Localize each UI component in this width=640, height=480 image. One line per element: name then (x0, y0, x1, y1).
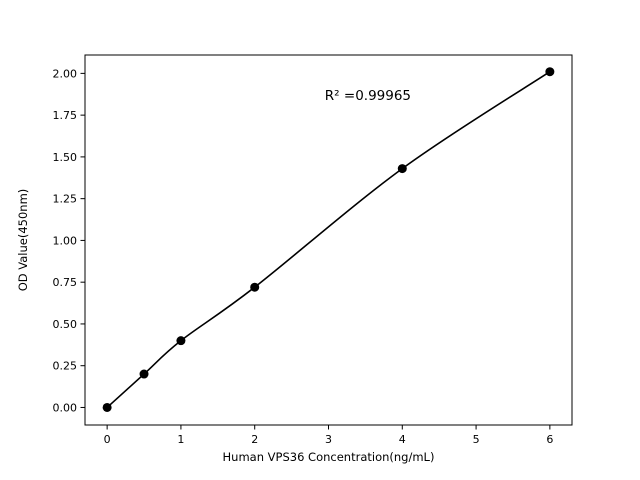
x-tick-label: 6 (546, 433, 553, 446)
x-axis-ticks: 0 1 2 3 4 5 6 (104, 425, 553, 446)
x-tick-label: 5 (473, 433, 480, 446)
y-axis-ticks: 0.00 0.25 0.50 0.75 1.00 1.25 1.50 1.75 2.00 (53, 67, 85, 414)
y-tick-label: 1.00 (53, 234, 78, 247)
x-tick-label: 1 (177, 433, 184, 446)
y-tick-label: 0.25 (53, 360, 78, 373)
x-tick-label: 4 (399, 433, 406, 446)
r-squared-annotation: R² =0.99965 (325, 88, 411, 104)
data-point (545, 67, 555, 77)
x-axis-label: Human VPS36 Concentration(ng/mL) (223, 450, 435, 464)
y-tick-label: 2.00 (53, 67, 78, 80)
x-tick-label: 2 (251, 433, 258, 446)
data-series (102, 67, 555, 412)
data-point (397, 164, 407, 174)
data-point (176, 336, 186, 346)
data-point (250, 282, 260, 292)
data-point (102, 402, 112, 412)
x-tick-label: 3 (325, 433, 332, 446)
y-tick-label: 1.75 (53, 109, 78, 122)
y-tick-label: 0.75 (53, 276, 78, 289)
data-point (139, 369, 149, 379)
y-tick-label: 1.25 (53, 193, 78, 206)
x-tick-label: 0 (104, 433, 111, 446)
y-tick-label: 0.50 (53, 318, 78, 331)
y-tick-label: 0.00 (53, 401, 78, 414)
y-tick-label: 1.50 (53, 151, 78, 164)
y-axis-label: OD Value(450nm) (16, 189, 30, 292)
axes-box (84, 54, 573, 426)
